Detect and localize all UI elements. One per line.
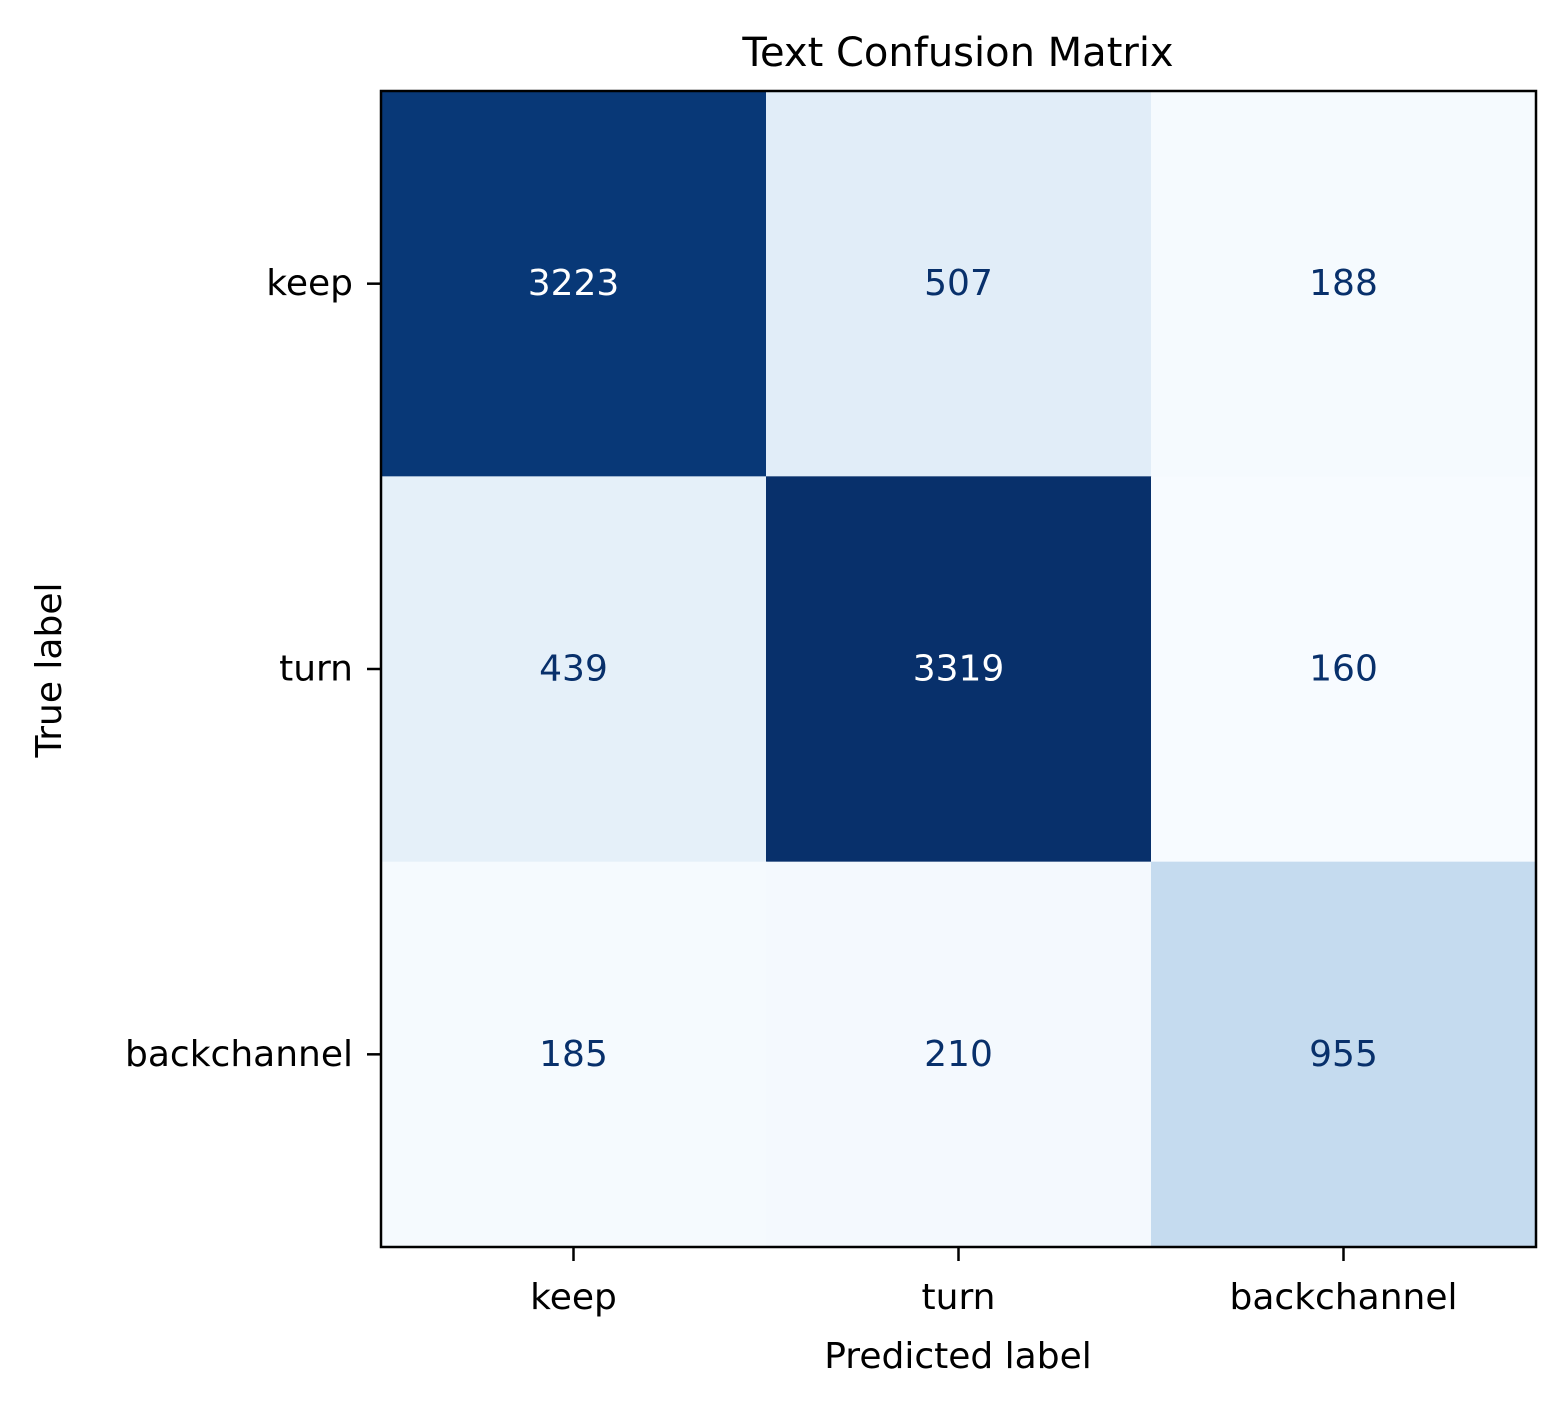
- cell-backchannel-turn: [766, 861, 1152, 1248]
- chart-title: Text Confusion Matrix: [741, 30, 1173, 76]
- cell-value-label: 185: [539, 1034, 608, 1075]
- cell-turn-backchannel: [1151, 476, 1537, 863]
- cell-value-label: 955: [1309, 1034, 1378, 1075]
- cell-backchannel-keep: [381, 861, 767, 1248]
- x-tick-label: backchannel: [1229, 1277, 1457, 1318]
- x-tick-label: turn: [922, 1277, 996, 1318]
- cell-keep-turn: [766, 91, 1152, 477]
- y-axis-label: True label: [29, 583, 70, 759]
- y-axis: keep turn backchannel: [125, 263, 381, 1075]
- cell-keep-keep: [381, 91, 767, 477]
- x-axis: keep turn backchannel: [530, 1247, 1458, 1318]
- cell-backchannel-backchannel: [1151, 861, 1537, 1248]
- y-tick-label: keep: [266, 263, 353, 304]
- cell-turn-keep: [381, 476, 767, 863]
- cell-keep-backchannel: [1151, 91, 1537, 477]
- cell-value-label: 188: [1309, 263, 1378, 304]
- x-axis-label: Predicted label: [824, 1336, 1092, 1377]
- cell-value-label: 507: [924, 263, 993, 304]
- cell-value-label: 3319: [913, 649, 1005, 690]
- y-tick-label: turn: [279, 649, 353, 690]
- cell-value-label: 210: [924, 1034, 993, 1075]
- cell-value-label: 3223: [528, 263, 620, 304]
- x-tick-label: keep: [530, 1277, 617, 1318]
- y-tick-label: backchannel: [125, 1034, 353, 1075]
- cell-value-label: 160: [1309, 649, 1378, 690]
- cell-turn-turn: [766, 476, 1152, 863]
- matrix-cells: 3223 507 188 439 3319 160 185 210 955: [381, 91, 1537, 1248]
- cell-value-label: 439: [539, 649, 608, 690]
